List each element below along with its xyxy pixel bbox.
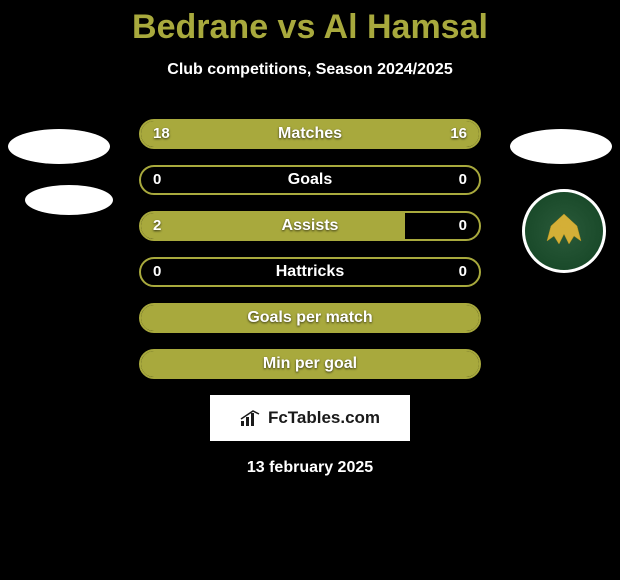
comparison-title: Bedrane vs Al Hamsal [0, 0, 620, 47]
stats-container: 18Matches160Goals02Assists00Hattricks0Go… [0, 119, 620, 379]
stat-label: Matches [141, 121, 479, 147]
brand-badge: FcTables.com [210, 395, 410, 441]
stat-value-right: 0 [459, 213, 467, 239]
player1-avatar-placeholder [8, 129, 110, 164]
comparison-subtitle: Club competitions, Season 2024/2025 [0, 61, 620, 79]
stat-row: 0Hattricks0 [139, 257, 481, 287]
stat-row: 0Goals0 [139, 165, 481, 195]
footer-date: 13 february 2025 [0, 459, 620, 477]
stat-row: 18Matches16 [139, 119, 481, 149]
eagle-icon [539, 206, 589, 256]
stat-label: Assists [141, 213, 479, 239]
chart-icon [240, 409, 262, 427]
stat-label: Hattricks [141, 259, 479, 285]
stat-label: Goals [141, 167, 479, 193]
stat-row: Min per goal [139, 349, 481, 379]
player2-club-badge [522, 189, 606, 273]
brand-text: FcTables.com [268, 408, 380, 428]
player2-avatar-placeholder [510, 129, 612, 164]
stat-value-right: 16 [450, 121, 467, 147]
player1-club-placeholder [25, 185, 113, 215]
stat-label: Min per goal [141, 351, 479, 377]
stat-label: Goals per match [141, 305, 479, 331]
stat-value-right: 0 [459, 167, 467, 193]
stat-row: 2Assists0 [139, 211, 481, 241]
stat-row: Goals per match [139, 303, 481, 333]
stat-value-right: 0 [459, 259, 467, 285]
